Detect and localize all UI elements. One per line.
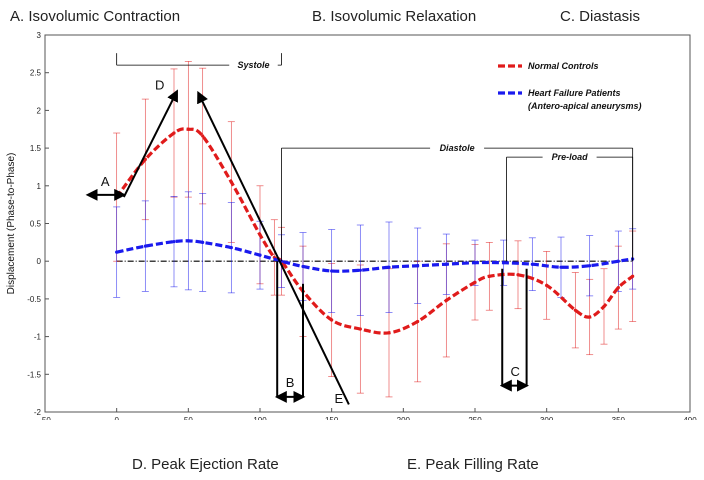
normal-controls-data-point [516,273,520,277]
x-tick-label: 0 [114,416,119,420]
y-tick-label: -1.5 [27,370,41,379]
normal-controls-data-point [172,131,176,135]
x-tick-label: 50 [184,416,193,420]
heart-failure-data-point [530,262,534,266]
heart-failure-data-point [143,244,147,248]
systole-label-bg [229,58,278,71]
diastole-label-bg [430,141,485,154]
heart-failure-legend-label: (Antero-apical aneurysms) [528,101,642,111]
x-tick-label: -50 [39,416,51,420]
x-tick-label: 350 [612,416,626,420]
y-axis-label: Displacement (Phase-to-Phase) [6,153,17,295]
normal-controls-data-point [602,304,606,309]
heart-failure-data-point [387,265,391,269]
heart-failure-data-point [616,259,620,263]
annotation-e-label: E [334,391,343,406]
caption-isovolumic-relaxation: B. Isovolumic Relaxation [312,8,477,25]
normal-controls-series-line [115,127,634,335]
annotation-b-label: B [286,375,295,390]
normal-controls-data-point [416,319,420,324]
heart-failure-data-point [559,265,563,269]
pre-load-label-bg [542,150,597,163]
diastole-bracket-label: Diastole [440,143,475,153]
heart-failure-data-point [229,246,233,250]
y-tick-label: -2 [34,408,42,417]
normal-controls-data-point [115,195,119,199]
heart-failure-data-point [330,269,334,273]
heart-failure-data-point [258,253,262,257]
heart-failure-data-point [172,239,176,244]
normal-controls-data-point [387,331,391,335]
x-tick-label: 300 [540,416,554,420]
normal-controls-data-point [186,127,190,131]
normal-controls-data-point [358,327,362,331]
y-tick-label: 1 [37,182,42,191]
y-tick-label: -1 [34,333,42,342]
annotation-a-label: A [101,174,110,189]
heart-failure-data-point [416,264,420,268]
annotation-c-label: C [510,364,519,379]
normal-controls-data-point [201,134,205,138]
x-tick-label: 250 [468,416,482,420]
y-tick-label: 1.5 [30,144,42,153]
normal-controls-data-point [616,285,620,290]
y-tick-label: 0 [37,257,42,266]
x-tick-label: 400 [683,416,697,420]
heart-failure-data-point [186,239,190,243]
y-tick-label: 0.5 [30,220,42,229]
annotation-d-label: D [155,77,164,92]
systole-bracket-label: Systole [237,60,269,70]
normal-controls-data-point [330,318,334,322]
caption-isovolumic-contraction: A. Isovolumic Contraction [10,8,181,25]
y-tick-label: -0.5 [27,295,41,304]
displacement-chart: -2 -1.5 -1 -0.5 0 0.5 1 1.5 2 2.5 3 -50 0 50 100 150 200… [6,31,697,420]
normal-controls-data-point [573,308,577,312]
x-tick-label: 150 [325,416,339,420]
heart-failure-data-point [358,268,362,272]
annotation-d-arrow-up [122,89,178,198]
heart-failure-series-line [116,239,633,273]
heart-failure-data-point [301,264,305,269]
normal-controls-data-point [229,180,233,184]
normal-controls-data-point [143,157,147,162]
normal-controls-data-point [487,274,491,278]
heart-failure-data-point [502,261,506,265]
heart-failure-data-point [115,250,119,254]
heart-failure-data-point [201,240,205,244]
caption-peak-ejection-rate: D. Peak Ejection Rate [132,456,279,473]
x-tick-label: 100 [253,416,267,420]
normal-controls-data-point [444,298,448,303]
normal-controls-data-point [588,315,592,319]
normal-controls-data-point [473,280,477,284]
annotation-d-e-long-arrow [197,90,350,405]
caption-peak-filling-rate: E. Peak Filling Rate [407,456,539,473]
y-tick-label: 2.5 [30,69,42,78]
y-tick-label: 2 [37,106,42,115]
pre-load-bracket-label: Pre-load [552,152,589,162]
normal-controls-data-point [631,274,635,278]
normal-controls-data-point [258,233,262,237]
x-tick-label: 200 [397,416,411,420]
heart-failure-legend-label: Heart Failure Patients [528,88,621,98]
heart-failure-data-point [588,264,592,268]
normal-controls-legend-label: Normal Controls [528,61,599,71]
heart-failure-data-point [473,261,477,265]
normal-controls-data-point [545,283,549,287]
y-tick-label: 3 [37,31,42,40]
heart-failure-data-point [444,262,448,266]
caption-diastasis: C. Diastasis [560,8,641,25]
